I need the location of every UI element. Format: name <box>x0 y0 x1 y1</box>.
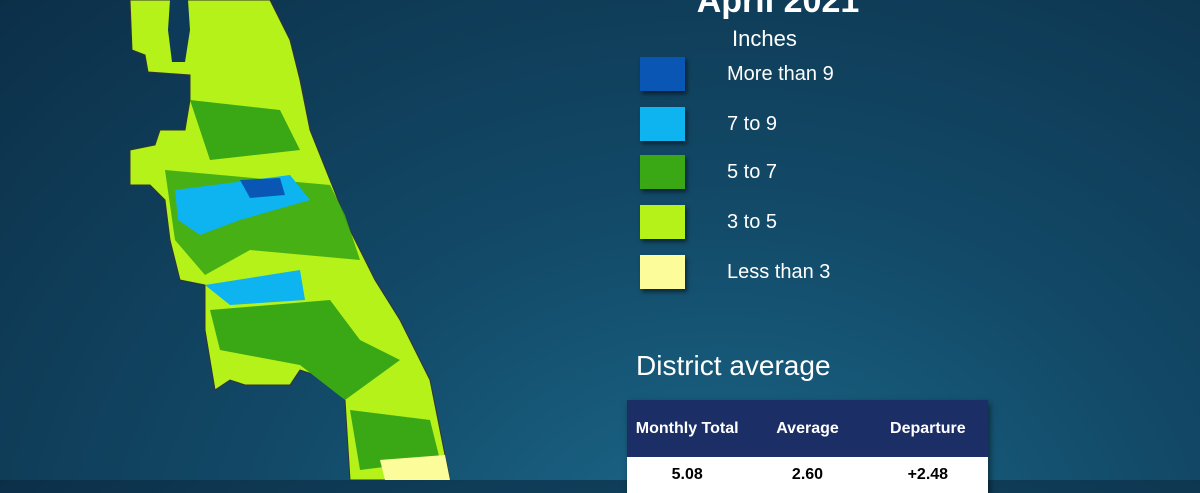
legend-label: Less than 3 <box>727 261 831 283</box>
rain-band <box>240 178 285 198</box>
rain-band <box>205 270 305 305</box>
table-cell: 2.60 <box>747 457 868 493</box>
summary-title: District average <box>636 350 831 381</box>
title: April 2021 <box>696 0 860 20</box>
table-row: 5.08 2.60 +2.48 <box>627 457 988 493</box>
table-cell: +2.48 <box>867 457 988 493</box>
legend-swatch <box>640 107 685 141</box>
page: April 2021 Inches More than 9 7 to 9 5 to … <box>0 0 1200 483</box>
legend-label: 5 to 7 <box>727 161 778 183</box>
lake <box>168 0 190 62</box>
table-cell: 5.08 <box>627 457 748 493</box>
legend-swatch <box>640 255 685 289</box>
legend-swatch <box>640 155 685 189</box>
map <box>129 0 451 480</box>
rain-band <box>350 410 440 470</box>
legend-label: More than 9 <box>727 63 834 85</box>
legend-label: 3 to 5 <box>727 211 778 233</box>
legend-swatch <box>640 205 685 239</box>
rain-band <box>190 100 300 160</box>
header-row: Monthly Total Average Departure <box>627 400 988 457</box>
column-header: Departure <box>867 400 988 457</box>
column-header: Average <box>747 400 868 457</box>
rain-band <box>380 455 450 480</box>
legend-title: Inches <box>732 26 797 51</box>
rain-band <box>210 300 400 400</box>
legend-label: 7 to 9 <box>727 113 778 135</box>
column-header: Monthly Total <box>627 400 748 457</box>
legend-swatch <box>640 57 685 91</box>
summary-table: Monthly Total Average Departure 5.08 2.60 +2… <box>627 400 988 493</box>
